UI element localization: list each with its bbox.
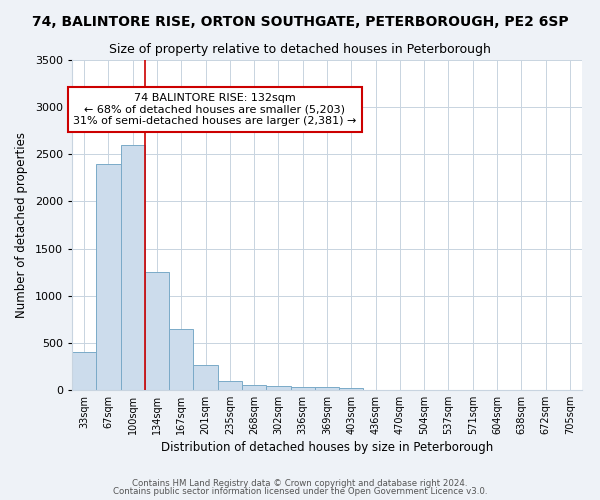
Y-axis label: Number of detached properties: Number of detached properties — [15, 132, 28, 318]
Bar — [242, 385, 266, 390]
Bar — [266, 386, 290, 390]
Text: 74, BALINTORE RISE, ORTON SOUTHGATE, PETERBOROUGH, PE2 6SP: 74, BALINTORE RISE, ORTON SOUTHGATE, PET… — [32, 15, 568, 29]
Bar — [193, 366, 218, 390]
X-axis label: Distribution of detached houses by size in Peterborough: Distribution of detached houses by size … — [161, 441, 493, 454]
Bar — [121, 145, 145, 390]
Bar — [218, 380, 242, 390]
Bar — [169, 328, 193, 390]
Text: Contains public sector information licensed under the Open Government Licence v3: Contains public sector information licen… — [113, 487, 487, 496]
Bar — [315, 387, 339, 390]
Bar — [72, 352, 96, 390]
Bar — [339, 388, 364, 390]
Text: Size of property relative to detached houses in Peterborough: Size of property relative to detached ho… — [109, 42, 491, 56]
Bar — [145, 272, 169, 390]
Text: 74 BALINTORE RISE: 132sqm
← 68% of detached houses are smaller (5,203)
31% of se: 74 BALINTORE RISE: 132sqm ← 68% of detac… — [73, 93, 356, 126]
Text: Contains HM Land Registry data © Crown copyright and database right 2024.: Contains HM Land Registry data © Crown c… — [132, 478, 468, 488]
Bar — [96, 164, 121, 390]
Bar — [290, 386, 315, 390]
